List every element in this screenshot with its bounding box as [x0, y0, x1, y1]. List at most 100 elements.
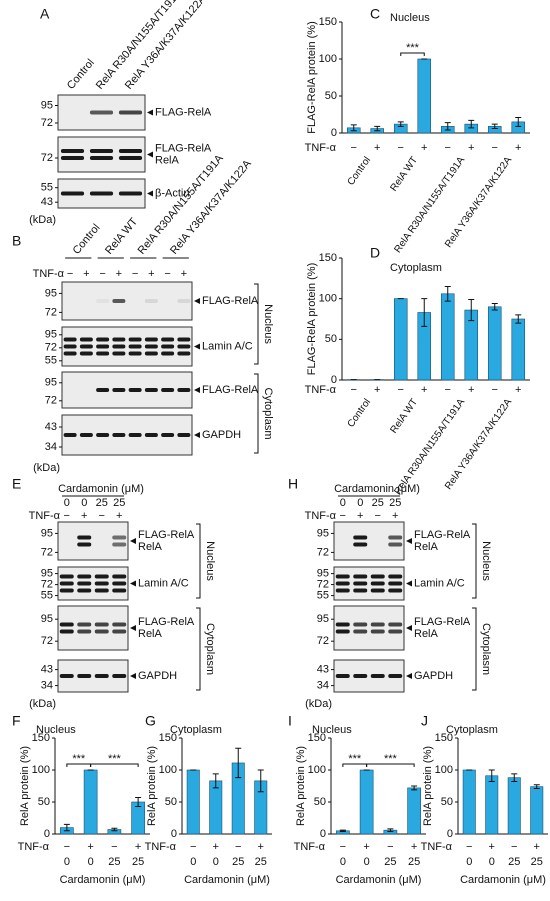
tnf-sign: + — [87, 841, 93, 853]
blot-band — [112, 299, 126, 303]
tnf-sign: − — [99, 510, 105, 522]
dose-axis-label: Cardamonin (μM) — [184, 874, 270, 886]
dose-label: 0 — [88, 856, 94, 868]
chart-title: Nucleus — [390, 12, 430, 24]
y-tick-label: 150 — [159, 732, 177, 744]
panel-label: J — [421, 713, 428, 729]
tnf-sign: − — [351, 142, 357, 154]
band-arrow — [194, 298, 200, 304]
marker-label: 72 — [41, 579, 53, 591]
blot-band — [94, 574, 109, 579]
band-label: FLAG-RelA — [414, 616, 471, 628]
blot-band — [63, 433, 77, 437]
bar — [417, 58, 432, 134]
blot-band — [77, 588, 92, 593]
unit-label: (kDa) — [29, 214, 56, 226]
y-tick-label: 100 — [435, 764, 453, 776]
error-bar — [397, 121, 404, 127]
y-tick-label: 150 — [435, 732, 453, 744]
y-tick-label: 50 — [38, 796, 50, 808]
marker-label: 72 — [41, 635, 53, 647]
y-tick-label: 0 — [447, 828, 453, 840]
blot-band — [335, 629, 350, 634]
marker-label: 43 — [41, 196, 53, 208]
blot-band — [94, 674, 109, 678]
blot-band — [112, 535, 127, 540]
blot-band — [89, 110, 114, 115]
bar — [83, 769, 98, 835]
error-bar — [339, 829, 346, 832]
blot-band — [161, 433, 175, 437]
marker-label: 55 — [45, 355, 57, 367]
bar — [530, 786, 544, 835]
panel-label: G — [145, 713, 156, 729]
dose-label: 25 — [255, 856, 267, 868]
error-bar — [444, 285, 451, 302]
blot-band — [335, 581, 350, 586]
band-arrow — [147, 190, 153, 197]
blot-band — [118, 149, 143, 153]
dose-axis-label: Cardamonin (μM) — [460, 874, 546, 886]
blot-band — [112, 581, 127, 586]
significance-bracket — [400, 52, 425, 56]
blot-band — [89, 156, 114, 160]
significance-bracket — [90, 763, 139, 767]
significance-label: *** — [348, 753, 362, 765]
band-arrow — [406, 673, 412, 679]
tnf-sign: − — [511, 841, 517, 853]
dose-label: 0 — [64, 856, 70, 868]
blot-band — [96, 344, 110, 349]
blot-band — [112, 574, 127, 579]
tnf-sign: + — [83, 268, 89, 280]
marker-label: 95 — [45, 287, 57, 299]
unit-label: (kDa) — [33, 462, 60, 474]
tnf-label: TNF-α — [18, 841, 50, 853]
marker-label: 95 — [317, 568, 329, 580]
marker-label: 95 — [41, 527, 53, 539]
blot-band — [94, 588, 109, 593]
y-tick-label: 50 — [165, 796, 177, 808]
y-tick-label: 100 — [319, 53, 337, 65]
dose-label: 0 — [466, 856, 472, 868]
blot-band — [96, 388, 110, 392]
tnf-sign: − — [466, 841, 472, 853]
band-arrow — [194, 432, 200, 438]
band-label: FLAG-RelA — [155, 106, 212, 118]
dose-axis-label: Cardamonin (μM) — [60, 874, 146, 886]
blot-band — [59, 629, 74, 634]
y-axis-label: RelA protein (%) — [295, 746, 307, 826]
blot-band — [112, 337, 126, 342]
blot-band — [144, 344, 158, 349]
y-axis-label: RelA protein (%) — [146, 746, 158, 826]
band-label: Lamin A/C — [138, 577, 189, 589]
y-tick-label: 0 — [171, 828, 177, 840]
band-arrow — [406, 625, 412, 631]
error-bar — [488, 769, 495, 783]
marker-label: 55 — [317, 590, 329, 602]
band-label: RelA — [138, 541, 163, 553]
dose-label: 0 — [489, 856, 495, 868]
error-bar — [411, 785, 418, 791]
band-arrow — [406, 538, 412, 544]
bar — [186, 769, 200, 835]
blot-band — [388, 629, 403, 634]
dose-label: 0 — [64, 497, 70, 509]
marker-label: 95 — [317, 613, 329, 625]
blot-band — [161, 351, 175, 356]
tnf-sign: + — [468, 384, 474, 396]
unit-label: (kDa) — [305, 698, 332, 710]
blot-band — [335, 588, 350, 593]
blot-strip — [57, 605, 129, 651]
blot-band — [370, 574, 385, 579]
blot-band — [112, 388, 126, 392]
blot-band — [388, 622, 403, 627]
blot-band — [161, 344, 175, 349]
tnf-label: TNF-α — [145, 841, 177, 853]
fraction-bracket — [254, 373, 259, 454]
y-tick-label: 0 — [320, 828, 326, 840]
error-bar — [374, 125, 381, 132]
y-tick-label: 50 — [441, 796, 453, 808]
error-bar — [491, 123, 498, 130]
panel-label: I — [288, 713, 292, 729]
dose-axis-label: Cardamonin (μM) — [336, 874, 422, 886]
